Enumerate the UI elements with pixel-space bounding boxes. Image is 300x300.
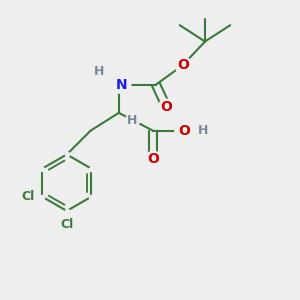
- Text: O: O: [160, 100, 172, 114]
- Text: Cl: Cl: [60, 218, 74, 231]
- Text: H: H: [94, 65, 105, 78]
- Text: O: O: [177, 58, 189, 72]
- Text: H: H: [127, 114, 137, 127]
- Text: O: O: [147, 152, 159, 166]
- Text: H: H: [198, 124, 209, 137]
- Text: O: O: [178, 124, 190, 138]
- Text: N: N: [116, 78, 128, 92]
- Text: Cl: Cl: [21, 190, 35, 203]
